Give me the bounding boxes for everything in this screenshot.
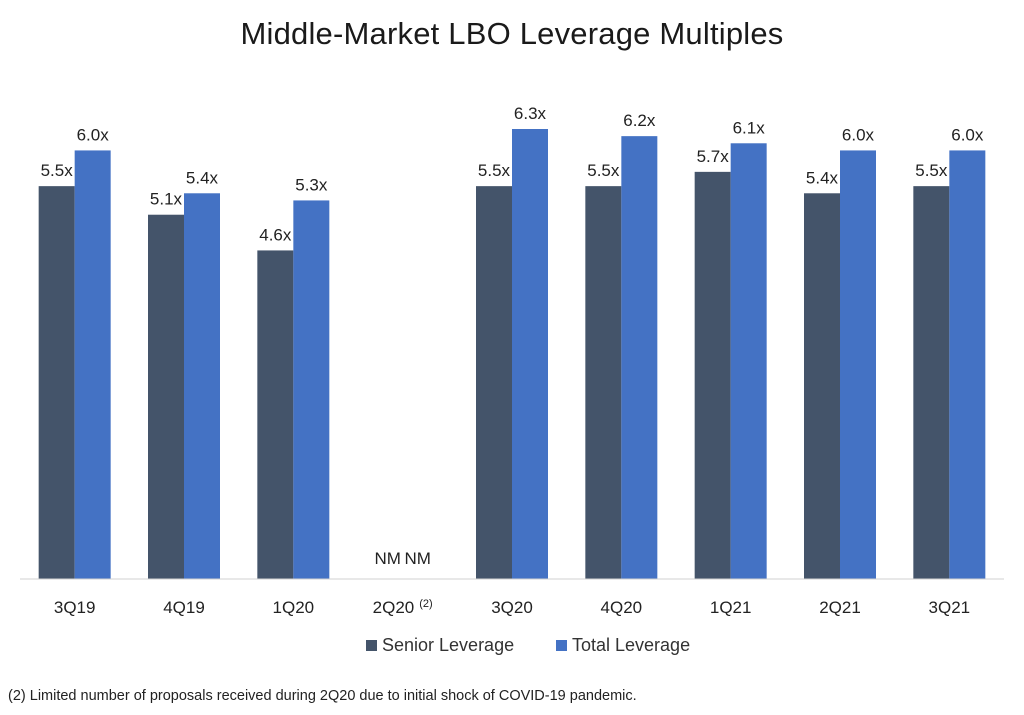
legend-label-total-leverage: Total Leverage <box>572 635 690 655</box>
bar-senior-leverage-1q20 <box>257 250 294 579</box>
legend-swatch-total-leverage <box>556 640 567 651</box>
data-label-senior-leverage-3q20: 5.5x <box>478 161 511 180</box>
data-label-total-leverage-1q20: 5.3x <box>295 175 328 194</box>
data-label-senior-leverage-1q20: 4.6x <box>259 225 292 244</box>
data-label-total-leverage-3q19: 6.0x <box>77 125 110 144</box>
chart-title: Middle-Market LBO Leverage Multiples <box>240 16 784 51</box>
x-axis-ticks: 3Q19 4Q19 1Q20 2Q20 (2) 3Q20 4Q20 1Q21 2Q21 3Q21 <box>54 598 970 617</box>
data-label-total-leverage-1q21: 6.1x <box>733 118 766 137</box>
x-tick-label-1q20: 1Q20 <box>273 598 315 617</box>
bar-total-leverage-1q20 <box>293 200 330 579</box>
x-tick-label-3q19: 3Q19 <box>54 598 96 617</box>
x-tick-label-2q20: 2Q20 (2) <box>373 598 433 617</box>
bar-senior-leverage-1q21 <box>694 171 731 579</box>
footnote: (2) Limited number of proposals received… <box>8 688 637 704</box>
data-label-total-leverage-4q19: 5.4x <box>186 168 219 187</box>
data-label-senior-leverage-2q21: 5.4x <box>806 168 839 187</box>
data-label-senior-leverage-4q20: 5.5x <box>587 161 620 180</box>
bar-senior-leverage-4q20 <box>585 186 622 579</box>
data-label-total-leverage-2q20: NM <box>404 549 430 568</box>
bar-senior-leverage-4q19 <box>148 214 184 579</box>
bar-total-leverage-1q21 <box>730 143 767 580</box>
x-tick-label-4q19: 4Q19 <box>163 598 205 617</box>
x-tick-label-1q21: 1Q21 <box>710 598 752 617</box>
data-label-senior-leverage-4q19: 5.1x <box>150 190 183 209</box>
bar-total-leverage-3q21 <box>949 150 986 579</box>
bar-senior-leverage-3q20 <box>476 186 512 579</box>
bars-layer <box>38 129 986 580</box>
bar-senior-leverage-3q21 <box>913 186 950 579</box>
bar-senior-leverage-3q19 <box>38 186 75 579</box>
bar-total-leverage-4q20 <box>621 136 658 579</box>
x-tick-label-3q20: 3Q20 <box>491 598 533 617</box>
data-label-total-leverage-3q20: 6.3x <box>514 104 547 123</box>
data-label-senior-leverage-1q21: 5.7x <box>697 147 730 166</box>
bar-total-leverage-3q19 <box>74 150 111 579</box>
bar-total-leverage-4q19 <box>184 193 220 580</box>
data-label-total-leverage-4q20: 6.2x <box>623 111 656 130</box>
x-tick-label-2q21: 2Q21 <box>819 598 861 617</box>
bar-total-leverage-3q20 <box>512 129 548 579</box>
legend-swatch-senior-leverage <box>366 640 377 651</box>
data-label-senior-leverage-3q21: 5.5x <box>915 161 948 180</box>
legend-label-senior-leverage: Senior Leverage <box>382 635 514 655</box>
x-tick-label-3q21: 3Q21 <box>929 598 971 617</box>
x-tick-label-4q20: 4Q20 <box>601 598 643 617</box>
data-label-senior-leverage-2q20: NM <box>374 549 400 568</box>
legend: Senior Leverage Total Leverage <box>366 635 690 655</box>
bar-total-leverage-2q21 <box>840 150 876 579</box>
bar-senior-leverage-2q21 <box>804 193 840 580</box>
data-label-senior-leverage-3q19: 5.5x <box>41 161 74 180</box>
data-label-total-leverage-3q21: 6.0x <box>951 125 984 144</box>
data-label-total-leverage-2q21: 6.0x <box>842 125 875 144</box>
